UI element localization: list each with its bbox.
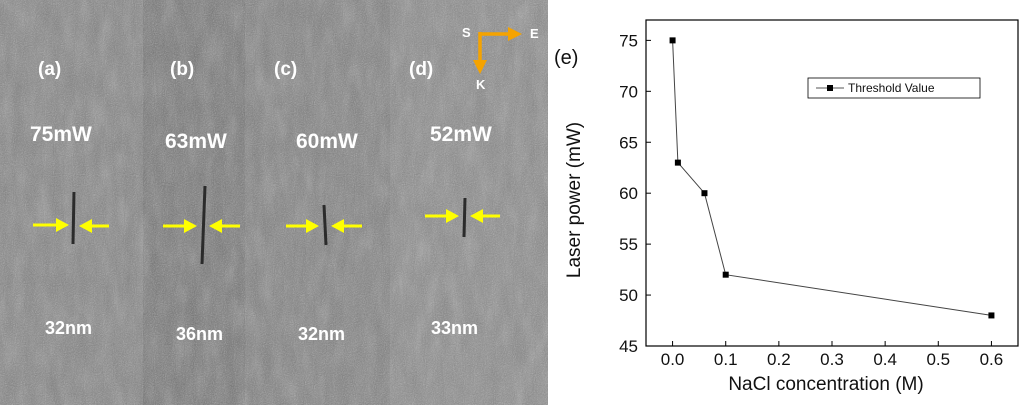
width-label-b: 36nm: [176, 324, 223, 344]
power-label-c: 60mW: [296, 130, 358, 153]
data-point: [988, 312, 995, 319]
width-label-d: 33nm: [431, 318, 478, 338]
x-tick-label: 0.6: [980, 350, 1004, 369]
arrows-c: [286, 219, 362, 233]
width-label-c: 32nm: [298, 324, 345, 344]
legend: Threshold Value: [807, 77, 981, 99]
x-axis-label: NaCl concentration (M): [728, 374, 923, 395]
arrows-b: [163, 219, 240, 233]
orientation-indicator: S E K: [462, 25, 539, 92]
power-label-d: 52mW: [430, 123, 492, 146]
y-tick-label: 60: [619, 184, 638, 203]
y-tick-label: 45: [619, 337, 638, 356]
x-tick-label: 0.2: [767, 350, 791, 369]
groove-c: [322, 204, 328, 246]
x-tick-label: 0.0: [661, 350, 685, 369]
panel-label-a: (a): [38, 59, 61, 80]
legend-marker: [827, 85, 833, 91]
x-tick-label: 0.5: [926, 350, 950, 369]
threshold-chart: (e) Laser power (mW) NaCl concentration …: [554, 19, 1019, 395]
sem-texture-fine: [0, 0, 548, 405]
panel-label-e: (e): [554, 47, 578, 69]
orientation-e-label: E: [530, 26, 539, 41]
y-tick-label: 55: [619, 235, 638, 254]
arrows-a: [33, 218, 109, 233]
data-point: [669, 37, 676, 44]
data-point: [674, 159, 681, 166]
groove-b: [200, 185, 207, 265]
x-tick-label: 0.1: [714, 350, 738, 369]
panel-label-b: (b): [170, 59, 194, 80]
panel-label-c: (c): [274, 59, 297, 80]
y-tick-label: 75: [619, 31, 638, 50]
arrows-d: [425, 209, 500, 223]
series-layer: [669, 37, 995, 319]
orientation-s-label: S: [462, 25, 471, 40]
axis-ticks: 45 50 55 60 65 70 75 0.0 0.1 0.2 0.3 0.4 0.5 0.6: [619, 31, 1003, 369]
legend-box: [807, 77, 981, 99]
y-tick-label: 50: [619, 286, 638, 305]
data-point: [701, 190, 708, 197]
sem-images: (a) (b) (c) (d) 75mW 63mW 60mW 52mW: [0, 0, 548, 405]
power-label-a: 75mW: [30, 123, 92, 146]
power-label-b: 63mW: [165, 130, 227, 153]
groove-d: [462, 197, 467, 238]
y-tick-label: 65: [619, 133, 638, 152]
y-tick-label: 70: [619, 82, 638, 101]
y-axis-label: Laser power (mW): [564, 122, 585, 278]
data-point: [722, 271, 729, 278]
panel-label-d: (d): [409, 59, 433, 80]
groove-a: [71, 191, 76, 245]
plot-frame: [645, 19, 1019, 347]
x-tick-label: 0.4: [873, 350, 897, 369]
orientation-k-label: K: [476, 77, 486, 92]
legend-label: Threshold Value: [848, 81, 935, 95]
x-tick-label: 0.3: [820, 350, 844, 369]
width-label-a: 32nm: [45, 318, 92, 338]
sem-image-panel: (a) (b) (c) (d) 75mW 63mW 60mW 52mW: [0, 0, 548, 405]
